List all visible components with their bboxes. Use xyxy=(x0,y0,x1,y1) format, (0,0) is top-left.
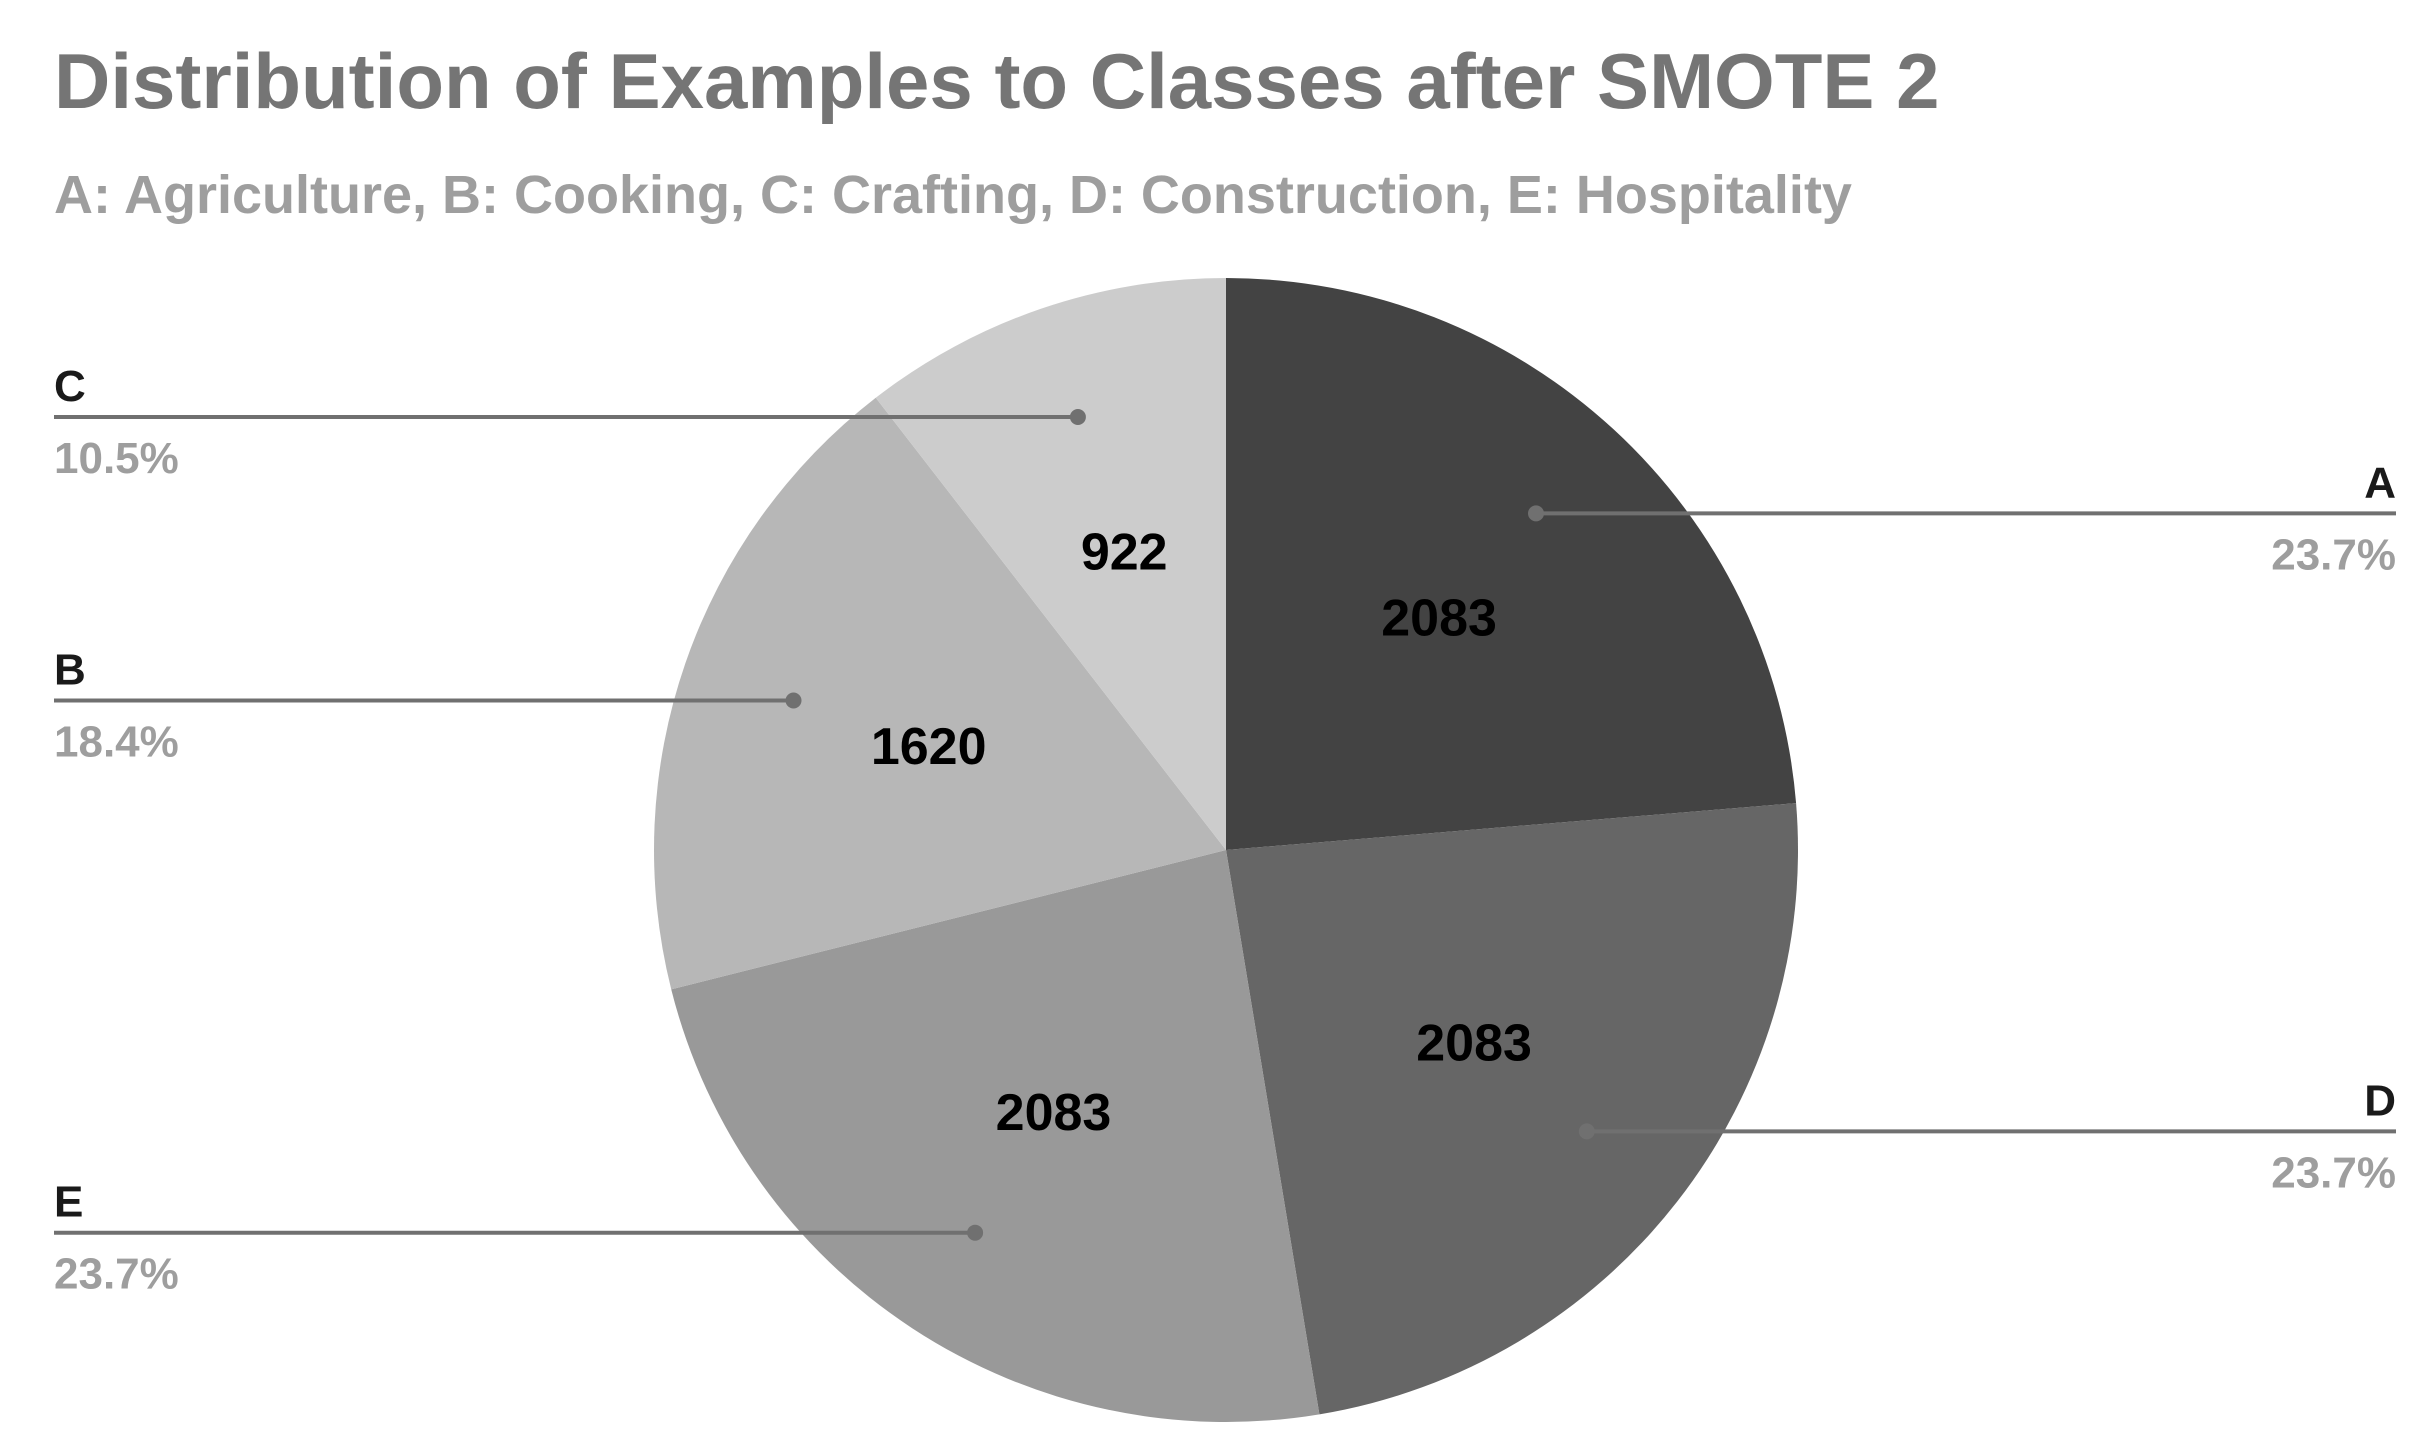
slice-value-b: 1620 xyxy=(871,718,987,776)
leader-dot-b xyxy=(785,692,802,709)
callout-labels: A 23.7% D 23.7% E 23.7% B 18.4% C 10.5% xyxy=(54,362,2396,1299)
slice-value-d: 2083 xyxy=(1416,1015,1532,1073)
legend-label-a: A xyxy=(2364,458,2396,507)
legend-label-c: C xyxy=(54,362,86,411)
pie-slices xyxy=(654,278,1799,1422)
leader-dot-d xyxy=(1578,1123,1595,1140)
pie-slice-c xyxy=(875,278,1226,850)
legend-label-b: B xyxy=(54,646,86,695)
pie-slice-a xyxy=(1226,278,1797,850)
legend-percent-b: 18.4% xyxy=(54,718,179,767)
leader-dot-a xyxy=(1528,505,1544,522)
slice-value-a: 2083 xyxy=(1381,590,1497,648)
slice-value-labels: 2083 2083 2083 1620 922 xyxy=(871,523,1532,1142)
chart-title: Distribution of Examples to Classes afte… xyxy=(54,37,1940,125)
pie-slice-b xyxy=(654,397,1226,990)
leader-dot-c xyxy=(1069,409,1086,425)
pie-slice-e xyxy=(671,850,1320,1422)
leader-dot-e xyxy=(967,1224,984,1241)
legend-percent-d: 23.7% xyxy=(2271,1148,2396,1197)
slice-value-c: 922 xyxy=(1081,523,1168,581)
legend-label-e: E xyxy=(54,1178,83,1227)
legend-percent-c: 10.5% xyxy=(54,434,179,483)
slice-value-e: 2083 xyxy=(996,1084,1112,1142)
legend-label-d: D xyxy=(2364,1076,2396,1125)
legend-percent-a: 23.7% xyxy=(2271,530,2396,579)
pie-slice-d xyxy=(1226,803,1799,1415)
chart-subtitle: A: Agriculture, B: Cooking, C: Crafting,… xyxy=(54,165,1852,225)
legend-percent-e: 23.7% xyxy=(54,1250,179,1299)
